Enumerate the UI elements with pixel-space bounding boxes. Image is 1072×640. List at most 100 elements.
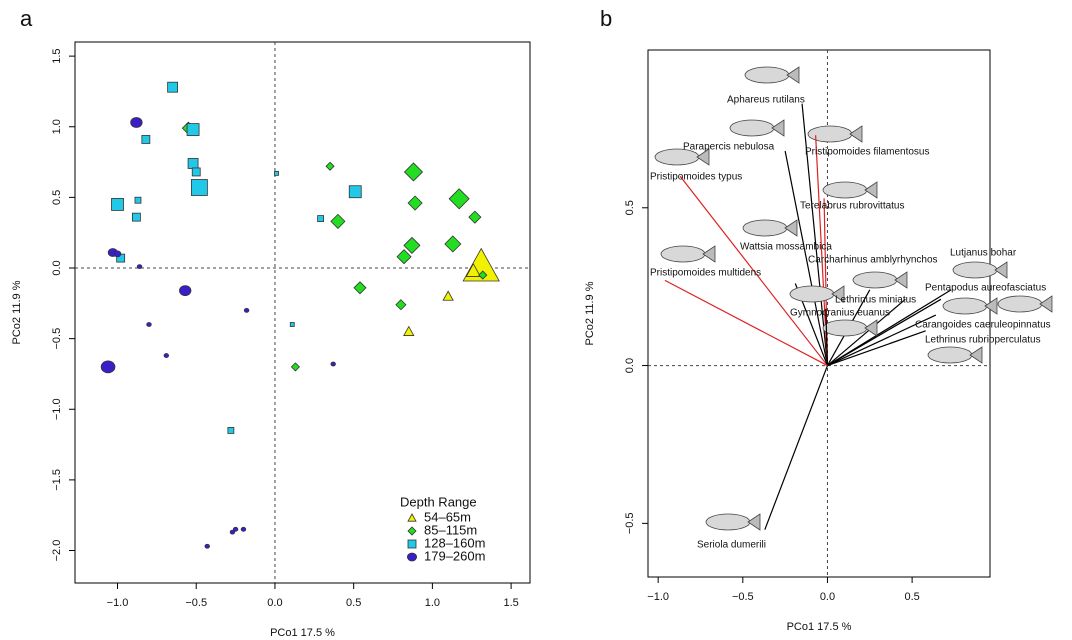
legend-label: 128–160m: [424, 535, 485, 550]
point: [167, 81, 179, 93]
fish-icon: [654, 148, 710, 166]
fish-tail: [994, 261, 1008, 279]
vector: [825, 308, 829, 366]
vector-label: Carcharhinus amblyrhynchos: [808, 255, 938, 266]
y-tick-label: 1.0: [51, 119, 63, 134]
fish-icon: [742, 219, 798, 237]
y-tick-label: −1.5: [51, 469, 63, 491]
point: [317, 215, 325, 222]
legend-label: 179–260m: [424, 548, 485, 563]
vector-label: Seriola dumerili: [697, 540, 766, 551]
fish-tail: [771, 119, 785, 137]
fish-icon: [822, 319, 878, 337]
fish-icon: [705, 513, 761, 531]
point: [348, 185, 362, 199]
point: [330, 361, 336, 367]
fish-tail: [831, 285, 845, 303]
y-axis-title: PCo2 11.9 %: [11, 280, 23, 344]
point: [448, 188, 470, 210]
legend-label: 85–115m: [424, 522, 477, 537]
vector: [784, 150, 829, 366]
fish-body: [942, 297, 988, 315]
point: [478, 270, 488, 280]
point: [403, 236, 421, 254]
legend-label: 54–65m: [424, 509, 471, 524]
vector-label: Parapercis nebulosa: [683, 142, 775, 153]
fish-icon: [822, 181, 878, 199]
y-tick-label: −1.0: [51, 398, 63, 420]
fish-icon: [789, 285, 845, 303]
x-axis-title: PCo1 17.5 %: [787, 621, 852, 633]
y-tick-label: −2.0: [51, 540, 63, 562]
fish-body: [742, 219, 788, 237]
fish-body: [807, 125, 853, 143]
point: [132, 212, 141, 222]
fish-tail: [849, 125, 863, 143]
point: [353, 281, 367, 295]
fish-body: [744, 66, 790, 84]
vector: [827, 298, 906, 367]
y-tick-label: 0.0: [624, 358, 636, 373]
point: [274, 170, 279, 176]
fish-icon: [852, 271, 908, 289]
fish-icon: [997, 295, 1053, 313]
point: [141, 135, 151, 144]
panel-label: a: [20, 6, 33, 31]
x-tick-label: 0.5: [904, 591, 919, 603]
fish-body: [654, 148, 700, 166]
fish-icon: [927, 346, 983, 364]
fish-tail: [864, 319, 878, 337]
y-tick-label: 0.5: [51, 190, 63, 205]
vector: [827, 314, 937, 367]
point: [395, 299, 407, 311]
vector-label: Carangoides caeruleopinnatus: [915, 320, 1051, 331]
point: [232, 526, 239, 532]
point: [407, 539, 417, 549]
fish-tail: [969, 346, 983, 364]
x-tick-label: −0.5: [732, 591, 754, 603]
vector-label: Wattsia mossambica: [740, 242, 832, 253]
point: [187, 158, 199, 169]
fish-tail: [894, 271, 908, 289]
legend-title: Depth Range: [400, 494, 477, 509]
point: [289, 322, 295, 327]
point: [243, 307, 250, 313]
fish-body: [952, 261, 998, 279]
y-tick-label: 0.0: [51, 260, 63, 275]
vector-label: Aphareus rutilans: [727, 95, 805, 106]
vector: [801, 103, 829, 366]
fish-body: [705, 513, 751, 531]
y-tick-label: 1.5: [51, 48, 63, 63]
x-tick-label: 0.5: [346, 597, 361, 609]
fish-body: [852, 271, 898, 289]
vector-label: Pristipomoides typus: [650, 172, 742, 183]
vector-label: Lethrinus miniatus: [835, 295, 916, 306]
fish-tail: [864, 181, 878, 199]
point: [163, 353, 170, 358]
point: [136, 264, 143, 269]
fish-icon: [942, 297, 998, 315]
fish-body: [822, 181, 868, 199]
point: [407, 513, 417, 522]
vector-label: Lethrinus rubrioperculatus: [925, 335, 1041, 346]
plot-frame: [647, 49, 991, 578]
vector: [664, 279, 828, 367]
point: [330, 213, 346, 229]
fish-body: [822, 319, 868, 337]
point: [407, 195, 423, 211]
point: [179, 285, 192, 297]
point: [100, 360, 116, 374]
vector-label: Pristipomoides multidens: [650, 268, 761, 279]
point: [325, 161, 335, 171]
x-axis-title: PCo1 17.5 %: [270, 627, 335, 639]
x-tick-label: 0.0: [267, 597, 282, 609]
point: [191, 167, 201, 177]
x-tick-label: −1.0: [647, 591, 669, 603]
point: [465, 263, 482, 277]
fish-icon: [952, 261, 1008, 279]
point: [403, 325, 415, 336]
vector-label: Pentapodus aureofasciatus: [925, 283, 1046, 294]
fish-tail: [786, 66, 800, 84]
point: [134, 196, 142, 204]
